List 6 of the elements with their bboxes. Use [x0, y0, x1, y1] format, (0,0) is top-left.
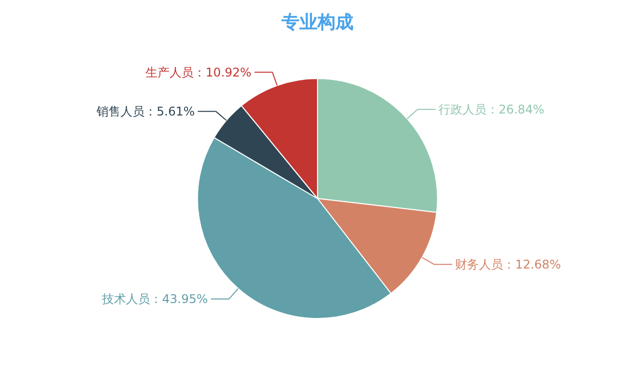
slice-label: 行政人员：26.84% — [438, 102, 544, 116]
slice-label: 生产人员：10.92% — [146, 65, 252, 80]
slice-label: 财务人员：12.68% — [455, 257, 561, 272]
chart-title: 专业构成 — [280, 12, 354, 33]
slice-label: 销售人员：5.61% — [96, 104, 195, 118]
slice-label: 技术人员：43.95% — [101, 292, 208, 306]
